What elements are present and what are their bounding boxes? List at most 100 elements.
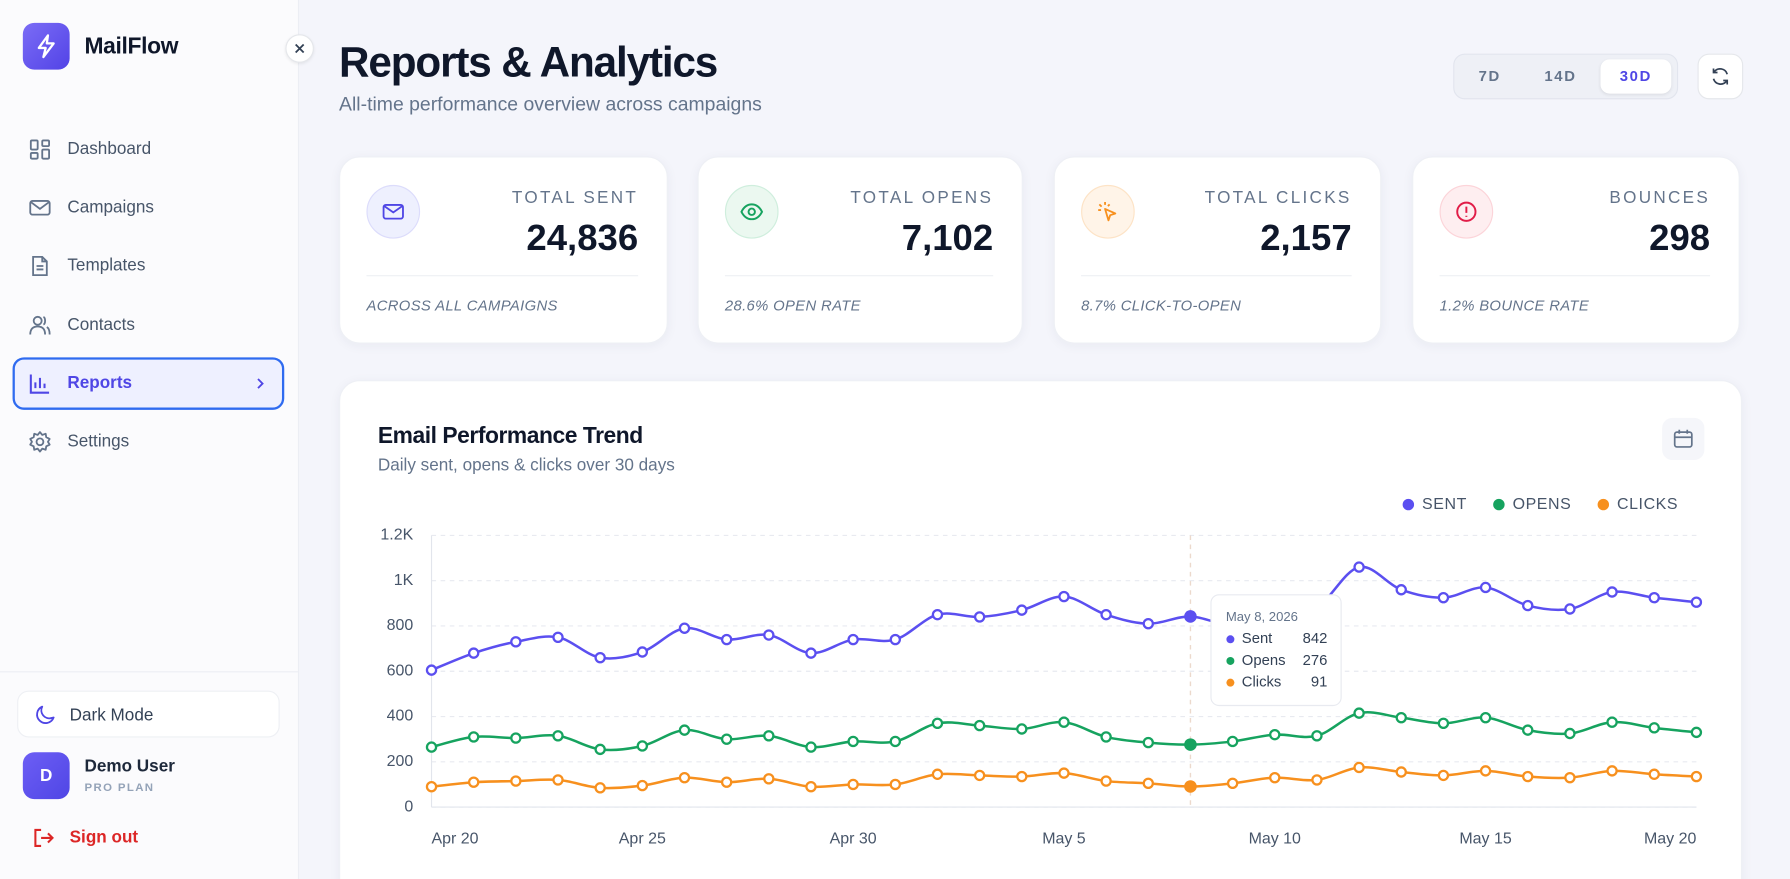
refresh-button[interactable]	[1697, 53, 1744, 100]
calendar-button[interactable]	[1662, 417, 1705, 461]
point	[1142, 777, 1154, 790]
point	[1269, 771, 1281, 784]
point	[510, 636, 522, 648]
stat-value: 298	[1649, 216, 1711, 258]
point	[467, 731, 480, 743]
tooltip-swatch	[1226, 635, 1235, 644]
point	[931, 717, 944, 730]
nav-item[interactable]: Templates	[13, 240, 285, 293]
nav-label: Dashboard	[67, 139, 152, 159]
point	[1648, 722, 1660, 734]
point	[552, 631, 564, 643]
range-toggle: 7D 14D 30D	[1453, 53, 1679, 100]
point	[763, 773, 775, 785]
point	[1522, 724, 1534, 736]
point	[720, 633, 733, 646]
chart-subtitle: Daily sent, opens & clicks over 30 days	[377, 455, 675, 475]
legend-swatch	[1402, 498, 1415, 511]
y-tick-label: 600	[387, 662, 414, 679]
page-title: Reports & Analytics	[339, 38, 718, 86]
stat-note: ACROSS ALL CAMPAIGNS	[366, 296, 558, 314]
point	[1311, 730, 1323, 742]
x-tick-label: Apr 20	[432, 830, 479, 847]
point	[1311, 774, 1323, 786]
avatar: D	[22, 752, 70, 800]
nav-item-active[interactable]: Reports	[12, 357, 285, 410]
point	[1437, 717, 1450, 730]
range-button[interactable]: 14D	[1544, 67, 1577, 85]
point	[1058, 767, 1070, 779]
range-button[interactable]: 7D	[1478, 67, 1501, 85]
stat-card: TOTAL OPENS 7,102 28.6% OPEN RATE	[697, 156, 1023, 344]
y-tick-label: 1K	[394, 572, 414, 589]
point	[1648, 591, 1660, 604]
point	[1269, 728, 1281, 741]
sidebar: MailFlow Dashboard Campaigns Templates C…	[0, 0, 314, 879]
y-tick-label: 800	[387, 617, 414, 634]
nav-item[interactable]: Campaigns	[13, 182, 285, 235]
point	[889, 778, 902, 791]
active-point	[1184, 738, 1197, 751]
point	[594, 782, 606, 794]
y-tick-label: 0	[404, 798, 413, 815]
y-tick-label: 200	[387, 753, 414, 770]
tooltip-value: 91	[1311, 675, 1328, 691]
point	[1564, 771, 1576, 784]
point	[1437, 769, 1450, 782]
nav-item[interactable]: Contacts	[13, 299, 285, 352]
point	[1226, 735, 1239, 748]
chart-card: Email Performance Trend Daily sent, open…	[339, 380, 1743, 879]
y-tick-label: 400	[387, 708, 414, 725]
dark-mode-toggle[interactable]: Dark Mode	[17, 690, 280, 738]
point	[1648, 768, 1660, 780]
point	[1353, 561, 1365, 573]
point	[636, 779, 649, 792]
point	[889, 735, 902, 748]
nav-label: Reports	[67, 373, 133, 393]
point	[1606, 586, 1618, 598]
point	[847, 735, 859, 748]
sign-out[interactable]: Sign out	[69, 827, 139, 848]
point	[1016, 770, 1028, 783]
range-button-active[interactable]: 30D	[1600, 59, 1672, 94]
point	[1395, 711, 1407, 724]
x-tick-label: May 15	[1459, 830, 1511, 847]
point	[1058, 716, 1070, 728]
stat-value: 24,836	[526, 216, 639, 258]
point	[931, 608, 944, 621]
tooltip-box	[1210, 594, 1342, 707]
stat-label: TOTAL SENT	[511, 188, 639, 208]
point	[763, 629, 775, 641]
stat-label: TOTAL CLICKS	[1204, 188, 1352, 208]
stat-note: 1.2% BOUNCE RATE	[1439, 296, 1590, 314]
tooltip-value: 276	[1303, 653, 1328, 669]
point	[973, 719, 986, 732]
stat-icon	[1439, 184, 1494, 239]
point	[1016, 604, 1028, 616]
dark-mode-label: Dark Mode	[69, 705, 154, 725]
x-tick-label: May 10	[1249, 830, 1301, 847]
nav-label: Campaigns	[67, 197, 154, 217]
tooltip-label: Opens	[1242, 653, 1286, 669]
point	[847, 633, 859, 646]
point	[720, 776, 733, 788]
active-point	[1184, 780, 1197, 793]
stat-value: 2,157	[1260, 216, 1352, 258]
point	[1437, 591, 1450, 604]
point	[1100, 608, 1112, 621]
close-sidebar[interactable]	[285, 34, 314, 63]
tooltip-swatch	[1226, 656, 1235, 665]
point	[1142, 736, 1154, 749]
point	[847, 778, 859, 791]
point	[1479, 581, 1492, 594]
stat-card: TOTAL SENT 24,836 ACROSS ALL CAMPAIGNS	[339, 156, 668, 344]
point	[973, 611, 986, 623]
point	[1100, 731, 1112, 743]
stat-value: 7,102	[901, 216, 994, 258]
nav-item[interactable]: Settings	[13, 416, 285, 469]
point	[1479, 765, 1492, 777]
nav-label: Templates	[67, 255, 146, 276]
nav-item[interactable]: Dashboard	[13, 123, 285, 176]
point	[1564, 727, 1576, 740]
